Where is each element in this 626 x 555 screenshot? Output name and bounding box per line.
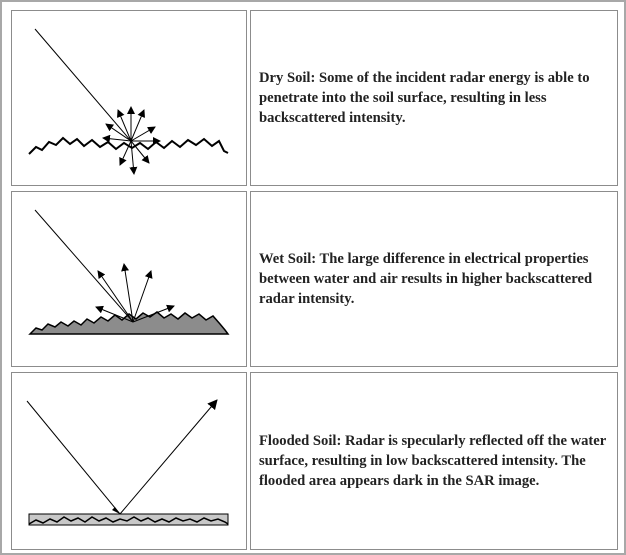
scatter-arrow xyxy=(105,123,132,142)
incident-ray xyxy=(26,400,121,515)
scatter-arrow xyxy=(95,305,134,323)
wet-soil-description: Wet Soil: The large difference in electr… xyxy=(259,251,593,307)
scatter-arrow xyxy=(121,263,134,323)
wet-soil-description-cell: Wet Soil: The large difference in electr… xyxy=(250,191,618,367)
incident-ray xyxy=(34,209,134,323)
incident-ray xyxy=(34,28,132,142)
dry-soil-description: Dry Soil: Some of the incident radar ene… xyxy=(259,70,590,126)
specular-reflected-ray xyxy=(119,399,218,515)
dry-soil-description-cell: Dry Soil: Some of the incident radar ene… xyxy=(250,10,618,186)
flooded-soil-diagram xyxy=(26,399,229,526)
scatter-arrow xyxy=(130,109,145,142)
flooded-soil-description: Flooded Soil: Radar is specularly reflec… xyxy=(259,433,606,489)
soil-surface-line xyxy=(28,136,229,155)
scatter-arrow xyxy=(132,270,153,323)
scatter-arrow xyxy=(130,140,150,164)
dry-soil-diagram xyxy=(28,28,229,175)
flooded-soil-description-cell: Flooded Soil: Radar is specularly reflec… xyxy=(250,372,618,550)
scatter-arrow xyxy=(102,134,132,143)
scattered-rays xyxy=(102,106,161,175)
incident-arrowhead xyxy=(112,507,120,514)
wet-soil-diagram xyxy=(28,209,230,335)
scatter-arrow xyxy=(119,140,132,166)
flooded-soil-illustration xyxy=(11,372,247,550)
scatter-arrow xyxy=(132,304,175,323)
dry-soil-illustration xyxy=(11,10,247,186)
scatter-arrow xyxy=(129,140,138,175)
submerged-soil-line xyxy=(28,516,229,525)
scatter-arrow xyxy=(97,270,134,323)
scattered-rays xyxy=(95,263,175,323)
scatter-arrow xyxy=(117,109,132,142)
scatter-arrow xyxy=(130,126,156,142)
wet-soil-illustration xyxy=(11,191,247,367)
